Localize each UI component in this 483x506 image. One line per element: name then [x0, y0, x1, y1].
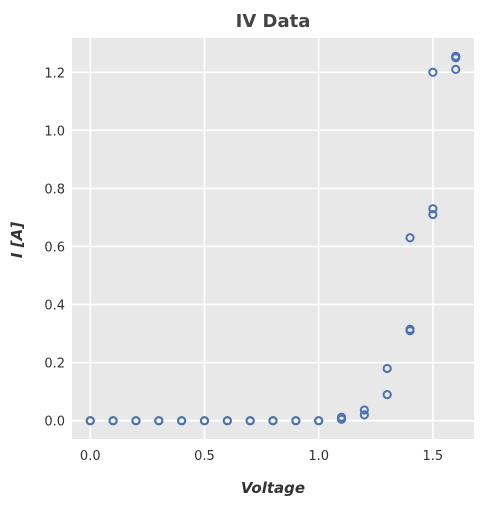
data-point: [405, 233, 415, 243]
data-point: [268, 416, 278, 426]
data-point: [291, 416, 301, 426]
data-point: [314, 416, 324, 426]
data-point: [85, 416, 95, 426]
data-point: [154, 416, 164, 426]
data-point: [222, 416, 232, 426]
grid-lines: [72, 38, 474, 439]
data-point: [131, 416, 141, 426]
data-point: [359, 410, 369, 420]
data-point: [382, 363, 392, 374]
x-axis-label: Voltage: [241, 479, 305, 497]
y-tick-label: 0.8: [44, 182, 65, 197]
y-tick-label: 1.2: [44, 66, 65, 81]
data-point: [382, 389, 392, 400]
y-tick-label: 0.4: [44, 299, 65, 314]
x-tick-labels: 0.0 0.5 1.0 1.5: [80, 449, 443, 464]
data-point: [177, 416, 187, 426]
data-point: [199, 416, 210, 426]
data-point: [428, 67, 438, 77]
x-tick-label: 0.5: [194, 449, 215, 464]
y-tick-labels: 0.0 0.2 0.4 0.6 0.8 1.0 1.2: [44, 66, 65, 429]
x-tick-label: 1.0: [308, 449, 329, 464]
data-point: [451, 51, 461, 61]
data-point: [428, 209, 438, 220]
data-point: [428, 204, 438, 214]
data-point: [451, 64, 461, 74]
data-point: [405, 324, 415, 334]
y-tick-label: 0.0: [44, 415, 65, 430]
data-point: [245, 416, 255, 426]
x-tick-label: 0.0: [80, 449, 101, 464]
y-tick-label: 0.2: [44, 357, 65, 372]
y-tick-label: 0.6: [44, 240, 65, 255]
data-point: [108, 416, 118, 426]
data-points: [85, 51, 461, 426]
data-point: [359, 405, 369, 415]
x-tick-label: 1.5: [423, 449, 444, 464]
data-point: [336, 412, 347, 422]
y-tick-label: 1.0: [44, 124, 65, 139]
chart-title: IV Data: [236, 11, 311, 32]
y-axis-label: I [A]: [8, 222, 26, 258]
